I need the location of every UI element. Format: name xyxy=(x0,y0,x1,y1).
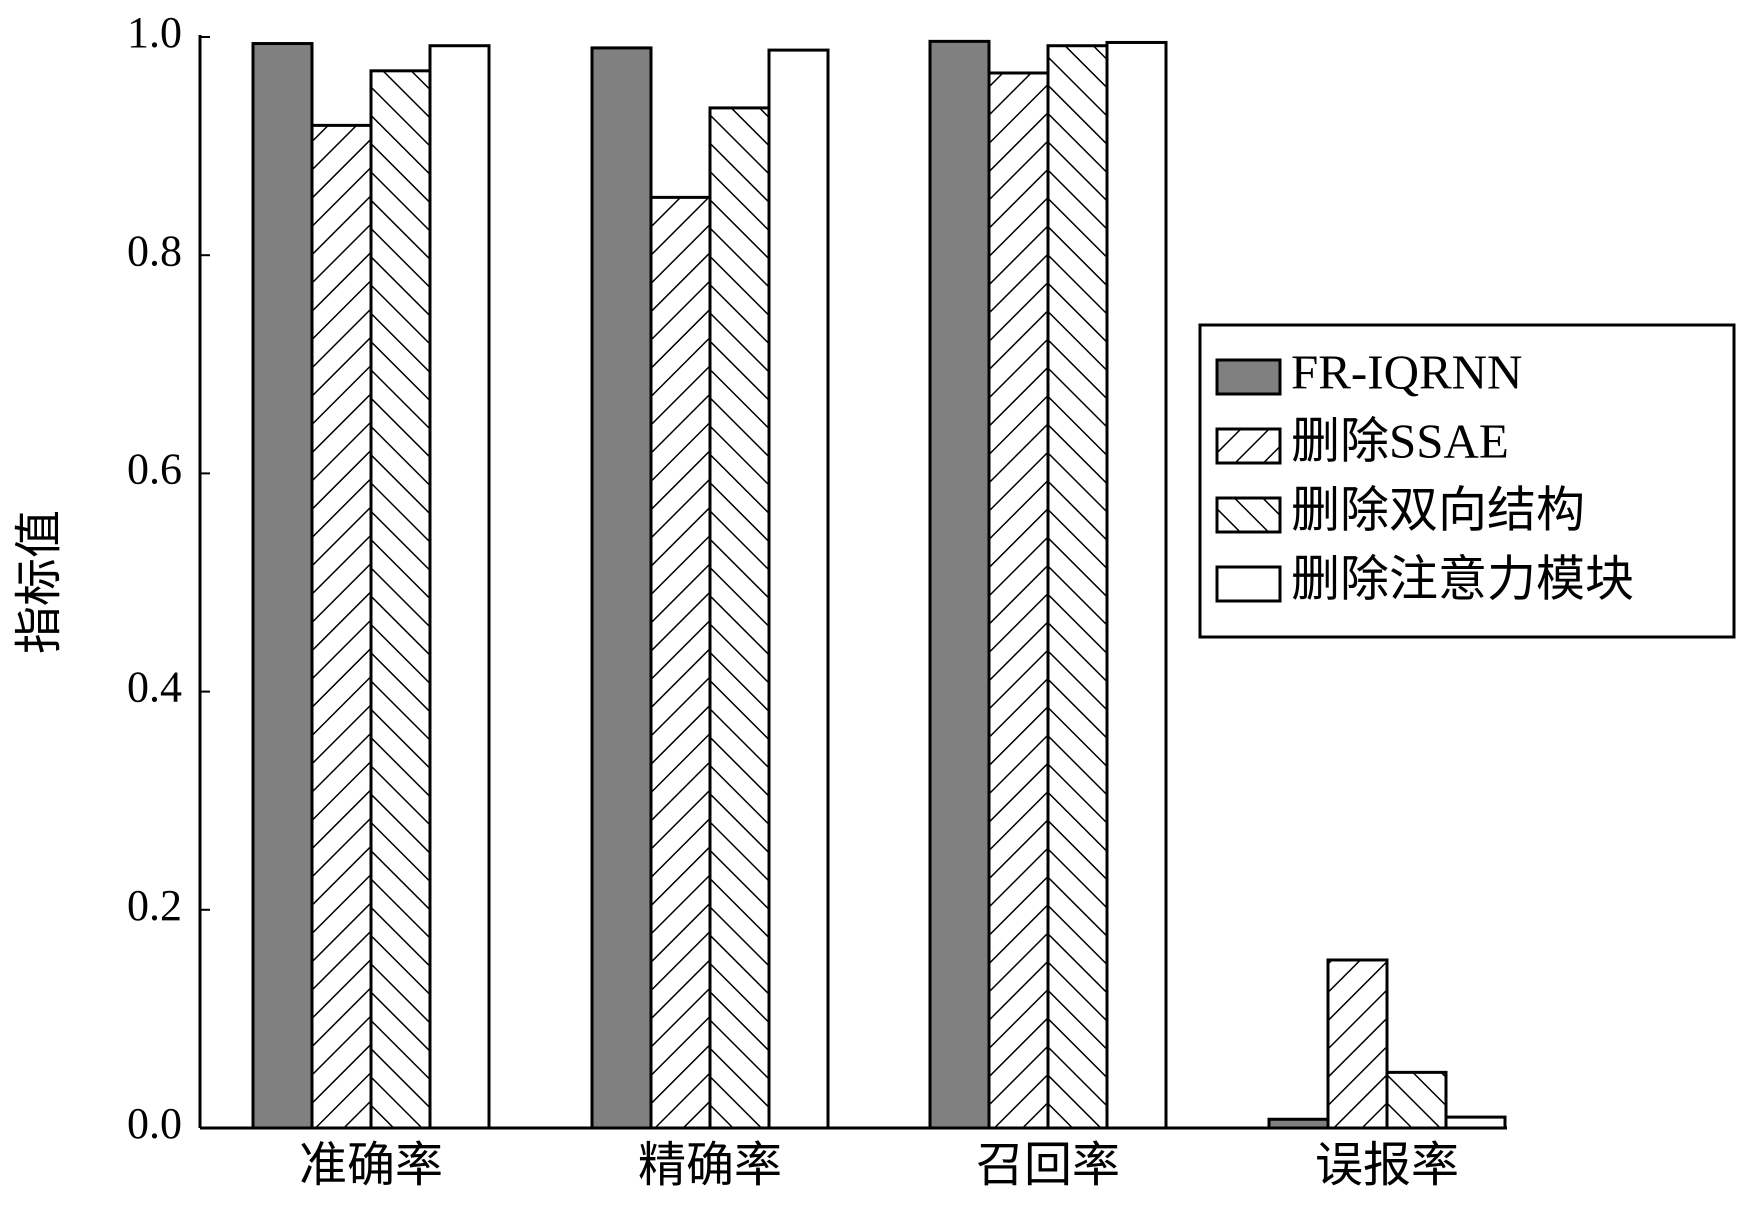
legend-label: FR-IQRNN xyxy=(1291,344,1522,399)
bar xyxy=(369,69,432,1130)
bar xyxy=(251,42,314,1130)
legend-label: 删除注意力模块 xyxy=(1291,551,1634,606)
x-tick-label: 误报率 xyxy=(1315,1139,1459,1192)
legend-swatch xyxy=(1215,496,1282,534)
bar xyxy=(767,48,830,1130)
x-tick-label: 召回率 xyxy=(976,1139,1120,1192)
y-axis-label: 指标值 xyxy=(13,510,66,654)
bar xyxy=(649,195,712,1130)
legend-label: 删除SSAE xyxy=(1291,413,1509,468)
y-tick-label: 0.4 xyxy=(127,663,182,712)
bar xyxy=(310,123,373,1130)
y-tick-label: 0.8 xyxy=(127,226,182,275)
y-tick-label: 0.6 xyxy=(127,444,182,493)
legend-swatch xyxy=(1215,565,1282,603)
x-tick-label: 准确率 xyxy=(299,1139,443,1192)
bar xyxy=(987,71,1050,1130)
bar xyxy=(1326,958,1389,1130)
bar xyxy=(1105,40,1168,1130)
y-tick-label: 0.0 xyxy=(127,1099,182,1148)
y-tick-label: 0.2 xyxy=(127,881,182,930)
bar xyxy=(928,39,991,1130)
bar xyxy=(1444,1115,1507,1130)
legend-swatch xyxy=(1215,427,1282,465)
legend-box xyxy=(1198,323,1736,639)
bar xyxy=(590,46,653,1130)
x-tick-label: 精确率 xyxy=(638,1139,782,1192)
bar xyxy=(708,106,771,1130)
legend-swatch xyxy=(1215,358,1282,396)
bar xyxy=(1046,44,1109,1130)
legend-label: 删除双向结构 xyxy=(1291,482,1585,537)
y-tick-label: 1.0 xyxy=(127,8,182,57)
bar xyxy=(428,44,491,1130)
bar xyxy=(1385,1070,1448,1130)
